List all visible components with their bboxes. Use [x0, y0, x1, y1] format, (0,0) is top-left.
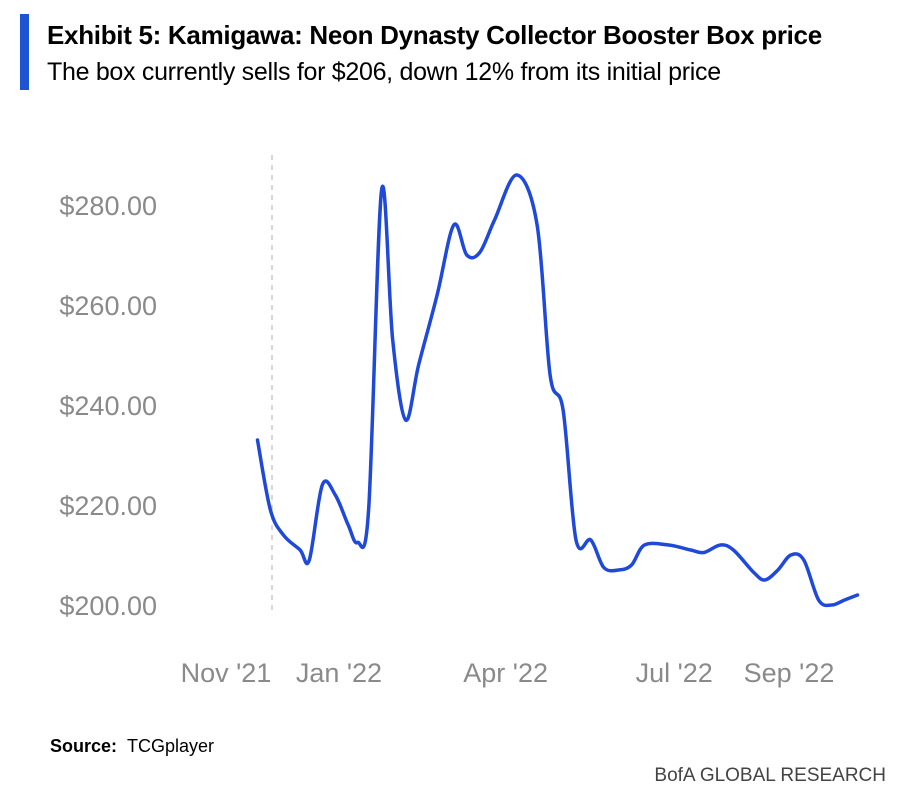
x-axis-ticks: Nov '21 Jan '22 Apr '22 Jul '22 Sep '22	[181, 658, 835, 688]
chart-title: Exhibit 5: Kamigawa: Neon Dynasty Collec…	[47, 20, 822, 50]
y-axis-ticks: $200.00 $220.00 $240.00 $260.00 $280.00	[59, 191, 157, 621]
source-label: Source:	[50, 736, 118, 756]
x-tick-label: Sep '22	[744, 658, 835, 688]
accent-bar	[20, 14, 29, 90]
y-tick-label: $260.00	[59, 291, 157, 321]
x-tick-label: Jan '22	[296, 658, 382, 688]
series-line	[255, 173, 860, 608]
x-tick-label: Nov '21	[181, 658, 272, 688]
y-tick-label: $240.00	[59, 391, 157, 421]
brand-footer: BofA GLOBAL RESEARCH	[654, 765, 886, 786]
source-text: TCGplayer	[127, 736, 215, 756]
source-note: Source: TCGplayer	[50, 736, 214, 757]
y-tick-label: $280.00	[59, 191, 157, 221]
chart-subtitle: The box currently sells for $206, down 1…	[47, 58, 721, 86]
x-tick-label: Jul '22	[636, 658, 713, 688]
x-tick-label: Apr '22	[463, 658, 548, 688]
y-tick-label: $220.00	[59, 491, 157, 521]
y-tick-label: $200.00	[59, 591, 157, 621]
chart-series	[255, 173, 860, 608]
